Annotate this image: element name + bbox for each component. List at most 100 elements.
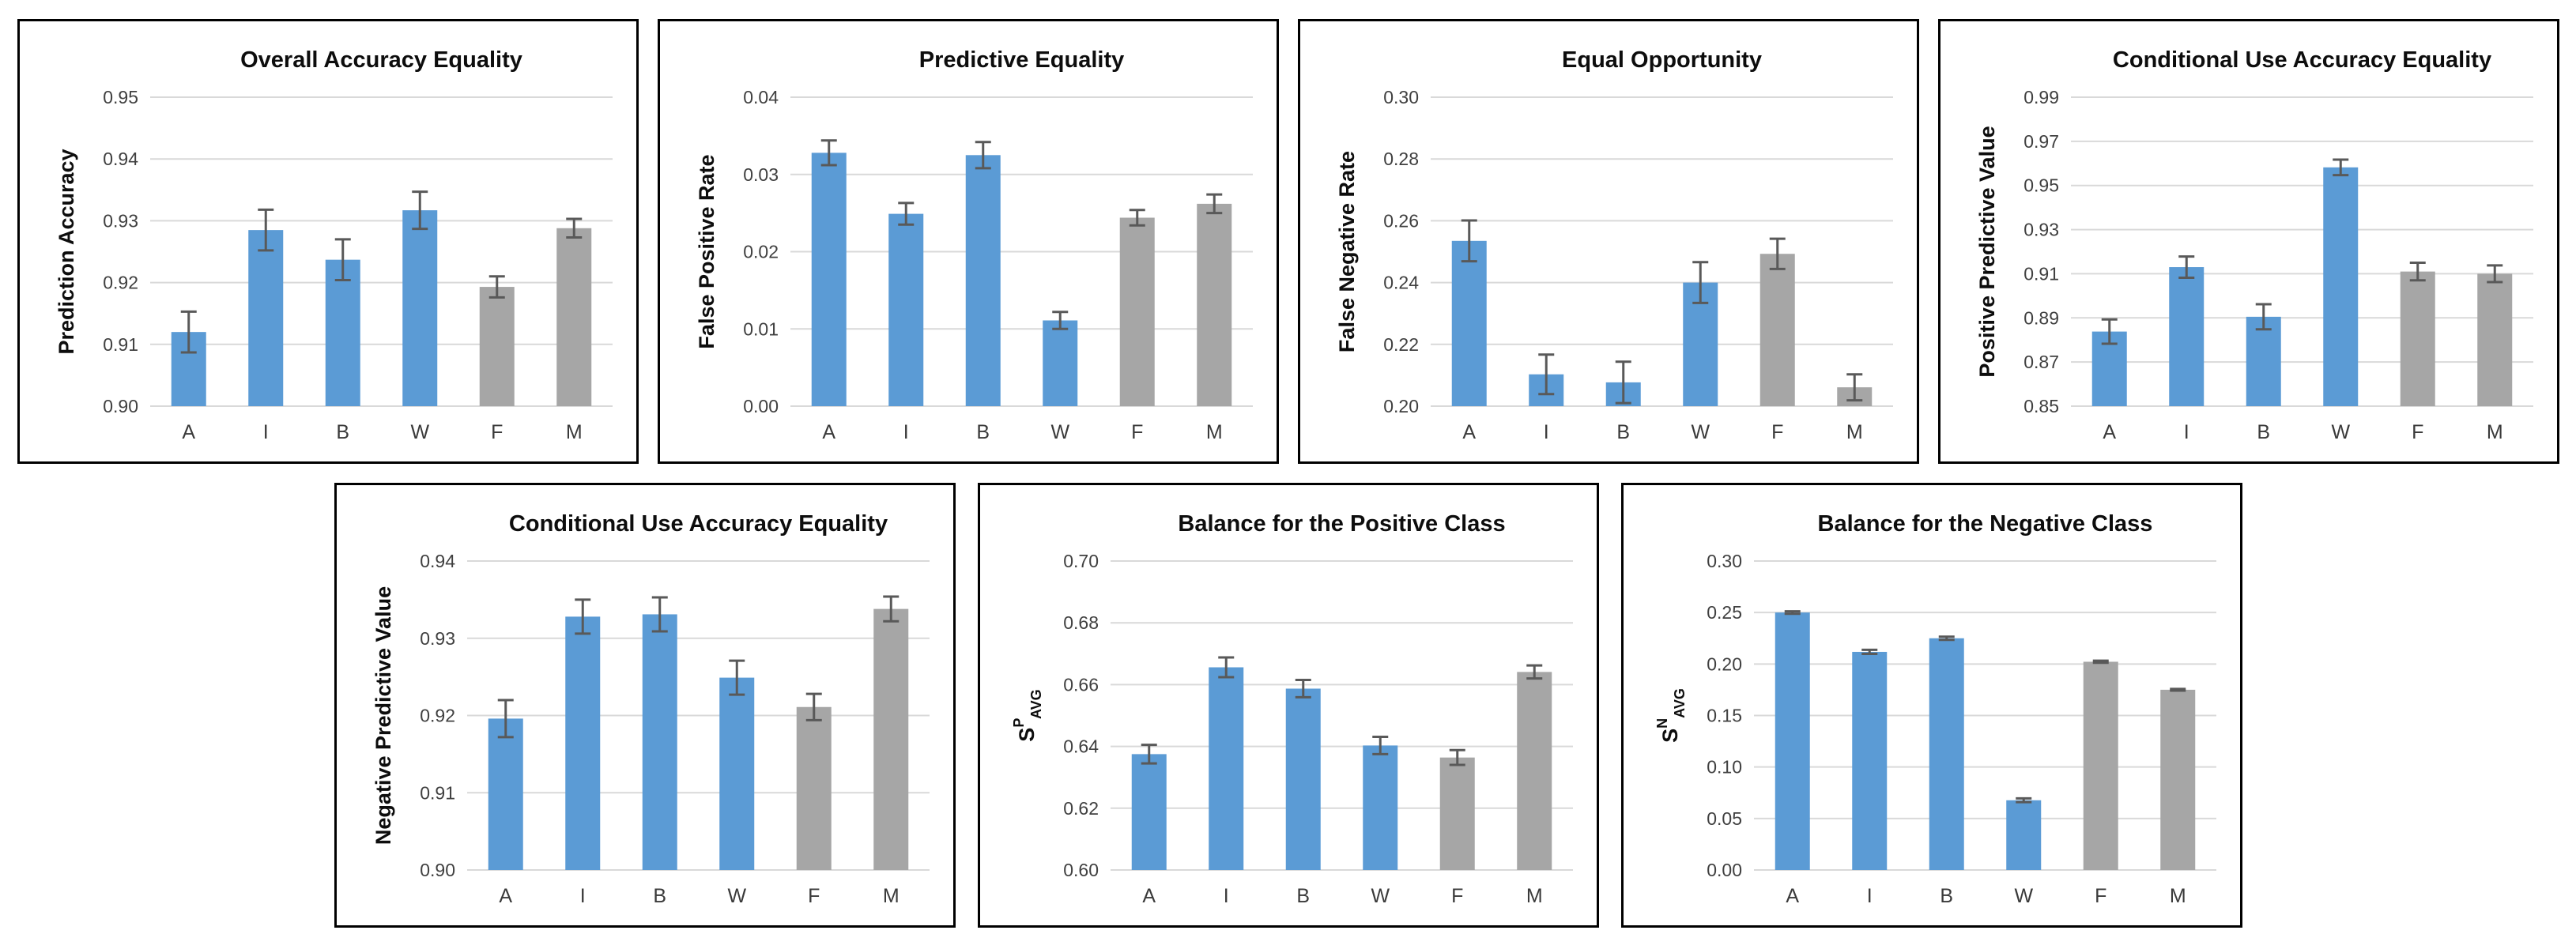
bar-F: [1759, 254, 1795, 406]
bar-A: [1131, 754, 1167, 870]
bar-M: [1516, 672, 1552, 870]
bar-M: [2159, 689, 2195, 870]
chart-title: Conditional Use Accuracy Equality: [2112, 47, 2491, 73]
chart-panel-balance-negative-class: 0.00 0.05 0.10 0.15 0.20 0.25 0.30 A I B W F M Balanc…: [1620, 483, 2242, 928]
x-label-M: M: [1526, 885, 1542, 907]
x-label-A: A: [1786, 885, 1799, 907]
chart-title: Predictive Equality: [918, 47, 1124, 73]
y-tick-label: 0.91: [103, 334, 138, 355]
chart-panel-equal-opportunity: 0.20 0.22 0.24 0.26 0.28 0.30 A I B W F M Equal Oppo…: [1297, 19, 1919, 464]
bar-M: [2476, 273, 2512, 406]
bar-M: [1196, 203, 1231, 406]
y-tick-label: 0.62: [1063, 798, 1099, 819]
chart-title: Balance for the Negative Class: [1817, 511, 2152, 537]
bar-B: [325, 259, 360, 406]
chart-canvas-equal-opportunity: 0.20 0.22 0.24 0.26 0.28 0.30 A I B W F M Equal Oppo…: [1335, 47, 1893, 443]
y-tick-label: 0.89: [2023, 307, 2059, 328]
bar-F: [796, 706, 832, 870]
y-tick-label: 0.70: [1063, 551, 1099, 571]
x-label-I: I: [262, 421, 268, 443]
bar-I: [1208, 667, 1243, 870]
bar-B: [2246, 316, 2281, 406]
x-label-M: M: [2169, 885, 2186, 907]
x-label-F: F: [1451, 885, 1463, 907]
y-tick-label: 0.64: [1063, 736, 1099, 757]
x-label-M: M: [1205, 421, 1222, 443]
x-label-F: F: [1131, 421, 1143, 443]
y-tick-label: 0.05: [1707, 808, 1742, 829]
x-label-M: M: [565, 421, 582, 443]
bar-F: [2400, 271, 2435, 406]
x-label-A: A: [1462, 421, 1476, 443]
y-tick-label: 0.10: [1707, 757, 1742, 778]
charts-row-top: 0.90 0.91 0.92 0.93 0.94 0.95 A I B W F M Overall Ac…: [0, 0, 2576, 464]
y-axis-label: False Positive Rate: [695, 154, 718, 348]
bar-B: [1285, 688, 1321, 870]
y-tick-label: 0.20: [1707, 653, 1742, 674]
bar-I: [888, 213, 923, 406]
y-tick-label: 0.60: [1063, 860, 1099, 880]
bar-B: [965, 155, 1001, 406]
x-label-A: A: [822, 421, 835, 443]
y-tick-label: 0.00: [1707, 860, 1742, 880]
chart-panel-conditional-use-accuracy-equality-ppv: 0.85 0.87 0.89 0.91 0.93 0.95 0.97 0.99 A I B W F M Co…: [1937, 19, 2559, 464]
y-tick-label: 0.15: [1707, 706, 1742, 726]
x-label-W: W: [1050, 421, 1069, 443]
x-label-W: W: [410, 421, 429, 443]
chart-canvas-predictive-equality: 0.00 0.01 0.02 0.03 0.04 A I B W F M Predictive Equ…: [695, 47, 1253, 443]
x-label-A: A: [2103, 421, 2116, 443]
x-label-W: W: [2331, 421, 2350, 443]
x-label-W: W: [1691, 421, 1710, 443]
x-label-I: I: [1223, 885, 1228, 907]
y-tick-label: 0.04: [743, 87, 779, 107]
bar-I: [247, 230, 283, 406]
y-tick-label: 0.92: [103, 273, 138, 293]
y-tick-label: 0.91: [2023, 263, 2059, 284]
y-tick-label: 0.25: [1707, 602, 1742, 623]
chart-canvas-conditional-use-accuracy-equality-npv: 0.90 0.91 0.92 0.93 0.94 A I B W F M Conditional Us…: [372, 511, 930, 907]
y-tick-label: 0.97: [2023, 131, 2059, 152]
y-axis-label-subscript: AVG: [1028, 689, 1044, 719]
x-label-I: I: [1543, 421, 1548, 443]
y-axis-label-superscript: N: [1654, 718, 1670, 729]
bar-B: [1929, 638, 1964, 870]
y-axis-label: Prediction Accuracy: [55, 149, 78, 354]
y-tick-label: 0.30: [1707, 551, 1742, 571]
bar-W: [2005, 800, 2041, 870]
y-axis-label: Positive Predictive Value: [1975, 126, 1999, 377]
y-tick-label: 0.94: [103, 149, 138, 169]
y-tick-label: 0.92: [420, 706, 455, 726]
x-label-M: M: [1846, 421, 1862, 443]
y-axis-label-superscript: P: [1011, 718, 1027, 728]
bar-M: [873, 608, 908, 870]
x-label-F: F: [491, 421, 503, 443]
bar-W: [1362, 745, 1397, 870]
x-label-B: B: [653, 885, 666, 907]
y-axis-label-base: S: [1658, 729, 1682, 743]
x-label-A: A: [182, 421, 195, 443]
y-tick-label: 0.95: [103, 87, 138, 107]
x-label-B: B: [2257, 421, 2270, 443]
y-tick-label: 0.85: [2023, 396, 2059, 416]
x-label-B: B: [1296, 885, 1310, 907]
chart-canvas-overall-accuracy-equality: 0.90 0.91 0.92 0.93 0.94 0.95 A I B W F M Overall Ac…: [55, 47, 613, 443]
bar-W: [1042, 320, 1077, 406]
bar-W: [718, 677, 754, 870]
y-tick-label: 0.02: [743, 242, 779, 262]
chart-panel-overall-accuracy-equality: 0.90 0.91 0.92 0.93 0.94 0.95 A I B W F M Overall Ac…: [17, 19, 639, 464]
bar-F: [1119, 217, 1155, 406]
x-label-A: A: [1142, 885, 1156, 907]
bar-W: [2322, 167, 2358, 406]
y-tick-label: 0.91: [420, 782, 455, 803]
chart-title: Equal Opportunity: [1562, 47, 1762, 73]
x-label-W: W: [2014, 885, 2033, 907]
chart-canvas-balance-negative-class: 0.00 0.05 0.10 0.15 0.20 0.25 0.30 A I B W F M Balanc…: [1654, 511, 2216, 907]
y-axis-label: False Negative Rate: [1335, 151, 1359, 352]
x-label-I: I: [579, 885, 585, 907]
bar-I: [1851, 651, 1887, 870]
x-label-F: F: [1771, 421, 1783, 443]
bar-W: [402, 210, 437, 406]
x-label-B: B: [336, 421, 349, 443]
chart-title: Conditional Use Accuracy Equality: [508, 511, 887, 537]
